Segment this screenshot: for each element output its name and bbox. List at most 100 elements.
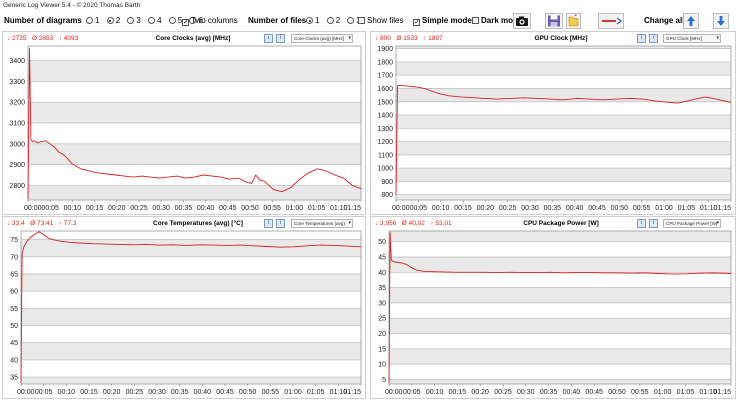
info-button[interactable]: i bbox=[264, 219, 273, 228]
diagram-option-2[interactable]: 2 bbox=[106, 16, 120, 25]
diagram-option-3[interactable]: 3 bbox=[127, 16, 141, 25]
plot-band bbox=[21, 325, 361, 343]
dark-mode-checkbox[interactable]: Dark mod bbox=[472, 16, 518, 26]
simple-mode-checkbox[interactable]: ✓ Simple mode bbox=[413, 16, 472, 26]
y-tick-label: 35 bbox=[378, 285, 386, 292]
series-select[interactable]: GPU Clock [MHz] ▾ bbox=[663, 34, 721, 43]
plot-band bbox=[396, 115, 731, 129]
y-tick-label: 1300 bbox=[377, 126, 393, 133]
panel-title: CPU Package Power [W] bbox=[523, 220, 599, 227]
remove-file-button[interactable] bbox=[598, 13, 624, 29]
x-tick-label: 00:45 bbox=[585, 389, 603, 396]
stat-max: ↑ 77,3 bbox=[58, 220, 77, 227]
chart-panel-core-clocks: 2800 2900 3000 3100 3200 3300 3400 00:00 00:05 00… bbox=[2, 31, 366, 215]
stats-readout: ↓ 2735 Ø 2853 ↑ 4093 bbox=[7, 32, 78, 45]
x-tick-label: 00:20 bbox=[103, 389, 121, 396]
series-select[interactable]: Core Temperatures (avg) ▾ bbox=[291, 219, 353, 228]
move-down-button[interactable] bbox=[713, 13, 729, 29]
files-label: Number of files bbox=[248, 16, 307, 25]
y-tick-label: 40 bbox=[10, 357, 18, 364]
x-tick-label: 01:15 bbox=[713, 205, 731, 212]
plot-band bbox=[28, 60, 361, 82]
x-tick-label: 00:30 bbox=[148, 389, 166, 396]
x-tick-label: 00:10 bbox=[432, 205, 450, 212]
x-tick-label: 01:00 bbox=[284, 389, 302, 396]
x-tick-label: 00:55 bbox=[633, 205, 651, 212]
info-button[interactable]: i bbox=[649, 34, 658, 43]
plot-band bbox=[396, 75, 731, 89]
chart-panel-gpu-clock: 800 900 1000 1100 1200 1300 1400 1500 1600 1700 18… bbox=[370, 31, 736, 215]
plot-band bbox=[389, 231, 731, 242]
x-tick-label: 00:20 bbox=[471, 389, 489, 396]
x-tick-label: 01:15 bbox=[343, 389, 361, 396]
plot-band bbox=[28, 185, 361, 200]
screenshot-button[interactable] bbox=[513, 13, 531, 29]
radio-icon bbox=[347, 17, 355, 24]
stat-max: ↑ 1897 bbox=[423, 35, 443, 42]
x-tick-label: 01:05 bbox=[678, 205, 696, 212]
file-option-2[interactable]: 2 bbox=[326, 16, 340, 25]
y-tick-label: 1600 bbox=[377, 86, 393, 93]
chart-panel-cpu-package-power: 5 10 15 20 25 30 35 40 45 50 00:00 00:05 00:10 00:15 0… bbox=[370, 216, 736, 399]
stat-max: ↑ 53,01 bbox=[430, 220, 452, 227]
info-button[interactable]: i bbox=[276, 34, 285, 43]
chart-panel-core-temperatures: 35 40 45 50 55 60 65 70 75 00:00 00:05 00:10 00:15 00… bbox=[2, 216, 366, 399]
stat-avg: Ø 2853 bbox=[31, 35, 54, 42]
info-button[interactable]: i bbox=[276, 219, 285, 228]
series-select[interactable]: CPU Package Power [W] ▾ bbox=[663, 219, 721, 228]
y-tick-label: 2900 bbox=[9, 162, 25, 169]
diagram-option-5[interactable]: 5 bbox=[168, 16, 182, 25]
diagram-option-6[interactable]: 6 bbox=[189, 16, 203, 25]
x-tick-label: 00:10 bbox=[64, 205, 82, 212]
x-tick-label: 00:30 bbox=[521, 205, 539, 212]
x-tick-label: 00:45 bbox=[216, 389, 234, 396]
y-tick-label: 50 bbox=[378, 239, 386, 246]
file-option-1[interactable]: 1 bbox=[306, 16, 319, 25]
x-tick-label: 01:15 bbox=[343, 205, 361, 212]
series-line bbox=[27, 47, 362, 200]
info-button[interactable]: i bbox=[264, 34, 273, 43]
gpu-clock-chart: 800 900 1000 1100 1200 1300 1400 1500 1600 1700 18… bbox=[377, 45, 732, 212]
info-button[interactable]: i bbox=[649, 219, 658, 228]
y-tick-label: 35 bbox=[10, 375, 18, 382]
series-line bbox=[395, 84, 732, 195]
plot-band bbox=[21, 256, 361, 274]
info-button[interactable]: i bbox=[637, 34, 646, 43]
x-tick-label: 00:05 bbox=[410, 205, 428, 212]
diagram-option-1[interactable]: 1 bbox=[86, 16, 99, 25]
arrow-down-icon bbox=[717, 16, 725, 26]
plot-band bbox=[389, 272, 731, 288]
plot-band bbox=[28, 102, 361, 123]
remove-line-icon bbox=[602, 17, 623, 25]
x-tick-label: 01:15 bbox=[713, 389, 731, 396]
info-button[interactable]: i bbox=[637, 219, 646, 228]
x-tick-label: 00:50 bbox=[241, 205, 259, 212]
x-tick-label: 01:05 bbox=[677, 389, 695, 396]
x-tick-label: 00:10 bbox=[426, 389, 444, 396]
diagram-option-4[interactable]: 4 bbox=[148, 16, 162, 25]
plot-frame bbox=[388, 230, 732, 385]
plot-band bbox=[389, 302, 731, 319]
move-up-button[interactable] bbox=[683, 13, 699, 29]
panel-header: ↓ 3,956 Ø 40,02 ↑ 53,01 CPU Package Powe… bbox=[371, 217, 735, 230]
radio-icon bbox=[326, 17, 334, 24]
y-tick-label: 800 bbox=[381, 192, 393, 199]
series-select[interactable]: Core Clocks (avg) [MHz] ▾ bbox=[291, 34, 353, 43]
two-columns-checkbox[interactable]: ✓ Two columns bbox=[182, 16, 238, 26]
y-tick-label: 40 bbox=[378, 270, 386, 277]
plot-band bbox=[389, 379, 731, 384]
chevron-down-icon: ▾ bbox=[348, 220, 351, 226]
x-tick-label: 00:00 bbox=[24, 205, 42, 212]
y-tick-label: 45 bbox=[10, 340, 18, 347]
x-tick-label: 00:40 bbox=[566, 205, 584, 212]
radio-icon bbox=[127, 17, 135, 24]
y-tick-label: 15 bbox=[378, 346, 386, 353]
save-button[interactable] bbox=[545, 13, 563, 29]
save-icon bbox=[548, 15, 560, 27]
x-tick-label: 01:10 bbox=[700, 205, 718, 212]
diagrams-label: Number of diagrams bbox=[4, 16, 82, 25]
open-file-button[interactable] bbox=[566, 13, 581, 29]
radio-selected-icon bbox=[106, 17, 114, 24]
show-files-checkbox[interactable]: Show files bbox=[358, 16, 403, 26]
chevron-down-icon: ▾ bbox=[716, 35, 719, 41]
